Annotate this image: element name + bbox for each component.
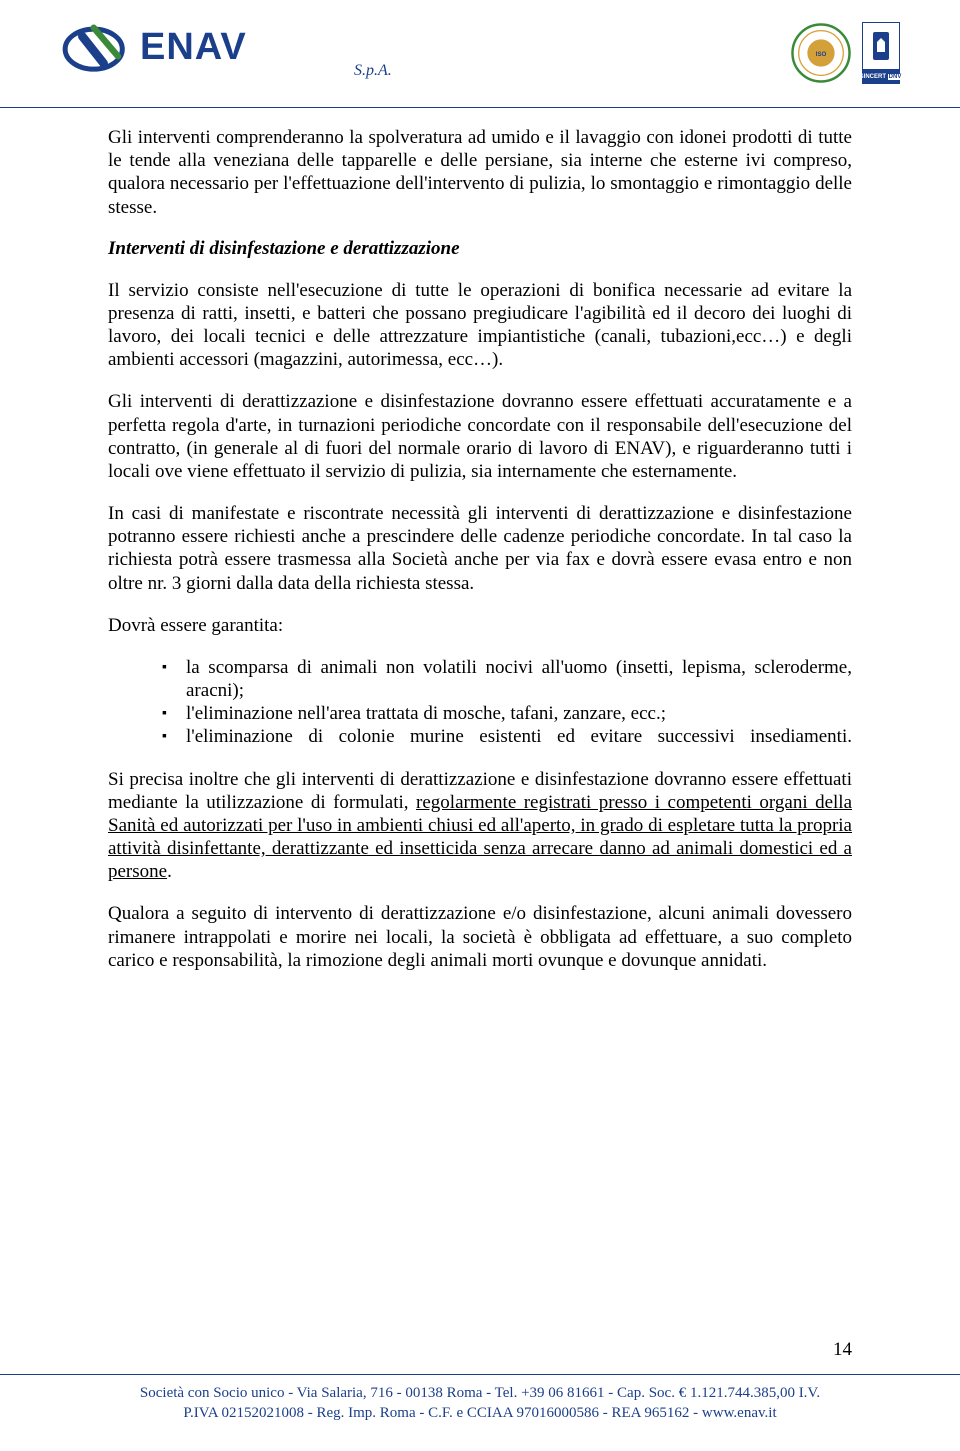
logo-mark bbox=[60, 22, 136, 72]
cert-dnv-box: SINCERT DNV bbox=[862, 22, 900, 84]
svg-text:ISO: ISO bbox=[816, 51, 827, 58]
paragraph-4: In casi di manifestate e riscontrate nec… bbox=[108, 502, 852, 595]
page-number: 14 bbox=[833, 1339, 852, 1361]
section-heading: Interventi di disinfestazione e derattiz… bbox=[108, 238, 852, 260]
page-footer: Società con Socio unico - Via Salaria, 7… bbox=[0, 1374, 960, 1451]
paragraph-3: Gli interventi di derattizzazione e disi… bbox=[108, 390, 852, 483]
footer-line-2: P.IVA 02152021008 - Reg. Imp. Roma - C.F… bbox=[60, 1403, 900, 1423]
paragraph-1: Gli interventi comprenderanno la spolver… bbox=[108, 126, 852, 219]
list-item: l'eliminazione nell'area trattata di mos… bbox=[162, 702, 852, 725]
list-item: la scomparsa di animali non volatili noc… bbox=[162, 656, 852, 702]
logo-text: ENAV bbox=[140, 28, 247, 66]
list-item: l'eliminazione di colonie murine esisten… bbox=[162, 725, 852, 748]
cert-dnv-icon bbox=[862, 22, 900, 70]
logo-text-block: ENAV bbox=[140, 28, 247, 66]
paragraph-6: Si precisa inoltre che gli interventi di… bbox=[108, 768, 852, 884]
logo-block: ENAV bbox=[60, 22, 247, 72]
logo-subtext: S.p.A. bbox=[354, 62, 392, 80]
document-body: Gli interventi comprenderanno la spolver… bbox=[0, 108, 960, 972]
footer-line-1: Società con Socio unico - Via Salaria, 7… bbox=[60, 1383, 900, 1403]
paragraph-5: Dovrà essere garantita: bbox=[108, 614, 852, 637]
cert-badge-icon: ISO bbox=[790, 22, 852, 84]
paragraph-7: Qualora a seguito di intervento di derat… bbox=[108, 902, 852, 972]
cert-sincert-label: SINCERT DNV bbox=[862, 70, 900, 84]
paragraph-2: Il servizio consiste nell'esecuzione di … bbox=[108, 279, 852, 372]
page-header: ENAV ISO SINCERT DNV bbox=[0, 0, 960, 108]
certification-block: ISO SINCERT DNV bbox=[790, 22, 900, 84]
guarantee-list: la scomparsa di animali non volatili noc… bbox=[108, 656, 852, 749]
